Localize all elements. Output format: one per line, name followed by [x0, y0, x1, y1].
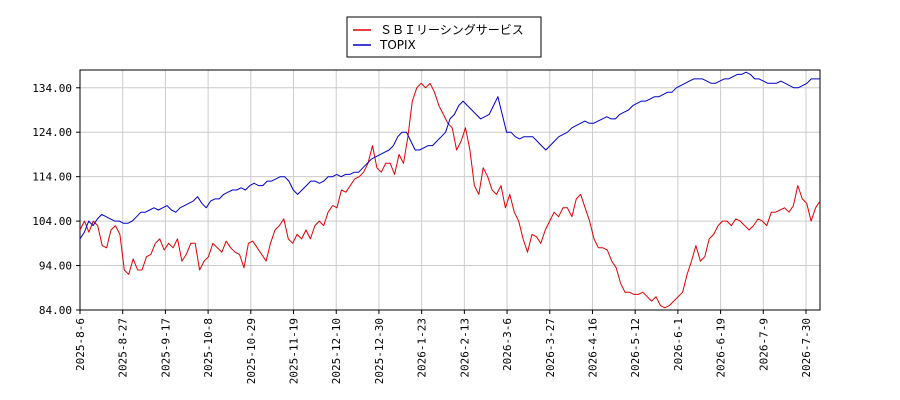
- y-tick-label: 134.00: [32, 82, 72, 95]
- x-tick-label: 2025-12-10: [330, 318, 343, 384]
- x-tick-label: 2026-3-6: [501, 318, 514, 371]
- y-axis: 84.00 94.00 104.00 114.00 124.00 134.00: [32, 82, 80, 317]
- x-tick-label: 2025-10-8: [202, 318, 215, 378]
- grid-lines: [79, 70, 820, 311]
- x-tick-label: 2025-11-19: [288, 318, 301, 384]
- legend-label-topix: TOPIX: [379, 38, 416, 52]
- y-tick-label: 84.00: [39, 304, 72, 317]
- x-tick-label: 2026-3-27: [544, 318, 557, 378]
- y-tick-label: 124.00: [32, 126, 72, 139]
- x-axis: 2025-8-6 2025-8-27 2025-9-17 2025-10-8 2025-…: [74, 310, 813, 384]
- legend: ＳＢＩリーシングサービス TOPIX: [346, 16, 542, 58]
- x-tick-label: 2025-8-6: [74, 318, 87, 371]
- x-tick-label: 2026-4-16: [586, 318, 599, 378]
- x-tick-label: 2026-1-23: [416, 318, 429, 378]
- x-tick-label: 2026-6-1: [672, 318, 685, 371]
- x-tick-label: 2026-7-30: [800, 318, 813, 378]
- series-line-sbi: [79, 82, 821, 309]
- legend-label-sbi: ＳＢＩリーシングサービス: [380, 23, 524, 37]
- x-tick-label: 2025-12-30: [373, 318, 386, 384]
- x-tick-label: 2026-5-12: [629, 318, 642, 378]
- series-line-topix: [79, 71, 820, 240]
- x-tick-label: 2026-6-19: [715, 318, 728, 378]
- x-tick-label: 2025-8-27: [117, 318, 130, 378]
- x-tick-label: 2026-7-9: [757, 318, 770, 371]
- y-tick-label: 94.00: [39, 260, 72, 273]
- series-layer: [79, 71, 821, 309]
- y-tick-label: 114.00: [32, 171, 72, 184]
- x-tick-label: 2025-10-29: [245, 318, 258, 384]
- x-tick-label: 2026-2-13: [458, 318, 471, 378]
- y-tick-label: 104.00: [32, 215, 72, 228]
- legend-box: [346, 16, 542, 58]
- x-tick-label: 2025-9-17: [159, 318, 172, 378]
- plot-area-frame: [79, 69, 821, 311]
